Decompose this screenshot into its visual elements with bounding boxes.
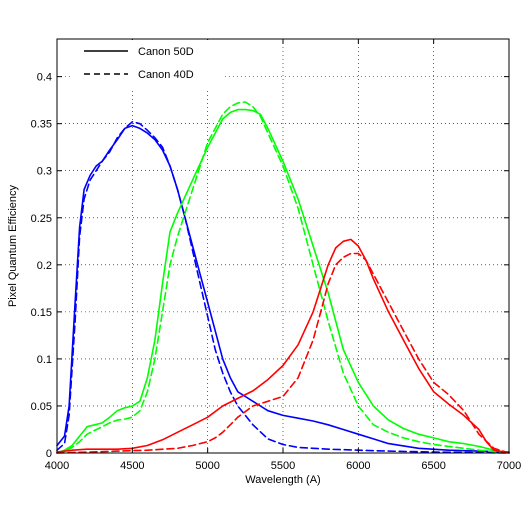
x-tick-label: 6500 [421,460,445,472]
y-tick-label: 0.3 [37,166,52,178]
y-axis-ticks: 0 0.05 0.1 0.15 0.2 0.25 0.3 0.35 0.4 [31,72,509,460]
x-tick-label: 6000 [346,460,370,472]
x-axis-ticks: 4000 4500 5000 5500 6000 6500 7000 [45,39,521,472]
legend-box [70,40,225,90]
x-axis-label: Wavelength (A) [245,474,320,486]
series-line-blue-canon-50d [56,124,510,453]
series-group [56,101,510,454]
y-axis-label: Pixel Quantum Efficiency [7,184,19,307]
y-tick-label: 0.05 [31,401,52,413]
y-tick-label: 0.4 [37,72,52,84]
y-tick-label: 0.35 [31,119,52,131]
y-tick-label: 0.1 [37,354,52,366]
x-tick-label: 7000 [497,460,521,472]
series-line-blue-canon-40d [56,121,510,454]
x-tick-label: 4000 [45,460,69,472]
legend: Canon 50D Canon 40D [70,40,225,90]
plot-area [57,39,509,453]
x-tick-label: 5500 [271,460,295,472]
x-tick-label: 5000 [195,460,219,472]
y-tick-label: 0 [46,448,52,460]
y-tick-label: 0.15 [31,307,52,319]
series-line-red-canon-50d [56,238,510,454]
series-line-red-canon-40d [56,252,510,454]
y-tick-label: 0.25 [31,213,52,225]
x-tick-label: 4500 [120,460,144,472]
y-tick-label: 0.2 [37,260,52,272]
legend-label-canon-50d: Canon 50D [138,46,194,58]
legend-label-canon-40d: Canon 40D [138,69,194,81]
series-line-green-canon-40d [56,101,510,454]
series-line-green-canon-50d [56,108,510,454]
grid-lines [57,39,509,453]
